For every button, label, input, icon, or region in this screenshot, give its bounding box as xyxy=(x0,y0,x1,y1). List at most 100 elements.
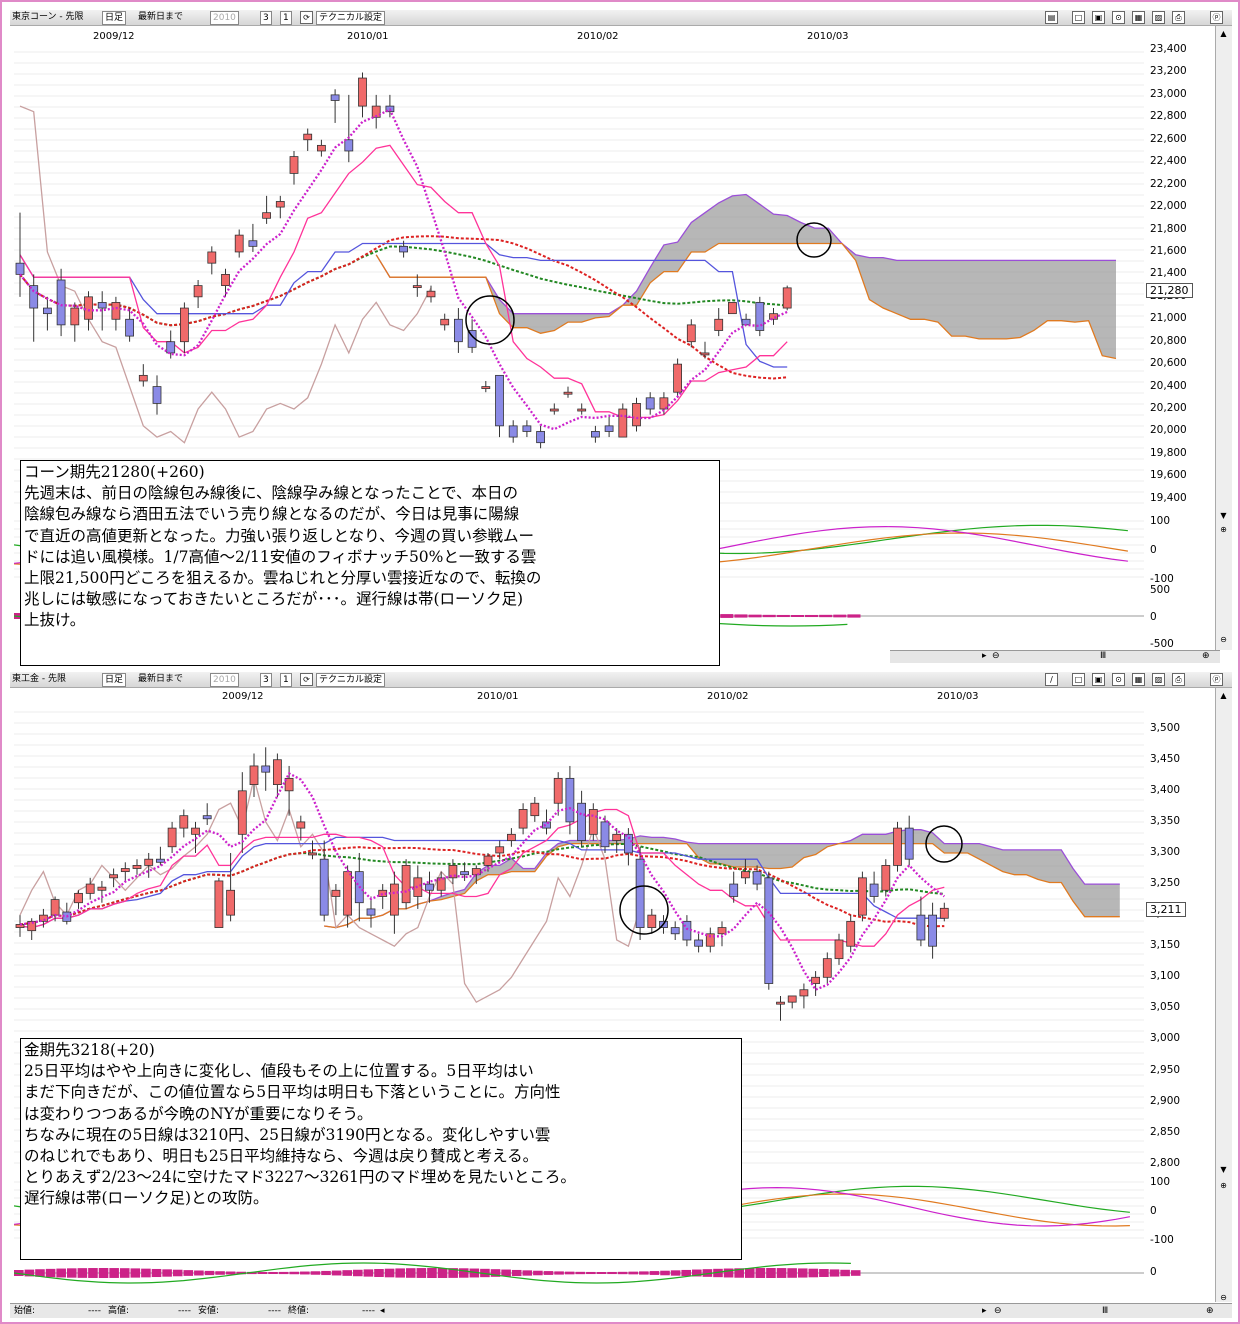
panel2-symbol[interactable]: 東工金 - 先限 xyxy=(12,674,66,684)
histogram-bar xyxy=(172,1269,183,1277)
histogram-bar xyxy=(405,1268,416,1278)
panel1-year-input[interactable]: 2010 xyxy=(210,11,239,25)
candle-body xyxy=(155,858,165,863)
status-scroll-right-icon[interactable]: ▸ xyxy=(982,1306,987,1316)
panel1-period[interactable]: 日足 xyxy=(102,11,127,25)
ichimoku-cloud xyxy=(324,829,1120,928)
candle-body xyxy=(834,939,844,960)
candle-body xyxy=(425,883,434,891)
scroll-down-icon[interactable]: ▼ xyxy=(1220,511,1227,520)
refresh-icon[interactable]: ⟳ xyxy=(300,673,313,686)
histogram-bar xyxy=(819,614,833,618)
scroll-up-icon[interactable]: ▲ xyxy=(1220,29,1227,38)
candle-body xyxy=(221,273,230,287)
panel2-date-axis: 2009/12 2010/01 2010/02 2010/03 xyxy=(14,690,1146,704)
panel2-day-input[interactable]: 1 xyxy=(280,673,292,687)
panel1-symbol[interactable]: 東京コーン - 先限 xyxy=(12,12,84,22)
candle-body xyxy=(881,865,891,891)
pin-icon[interactable]: ⓟ xyxy=(1210,673,1223,686)
candle-body xyxy=(542,821,551,829)
panel1-vertical-scrollbar[interactable]: ▲ ▼ ⊕ ⊖ xyxy=(1215,26,1232,650)
histogram-bar xyxy=(762,614,776,618)
candle-body xyxy=(659,397,669,410)
candle-body xyxy=(303,133,313,141)
up-icon[interactable]: ⊙ xyxy=(1112,11,1125,24)
candle-body xyxy=(125,318,134,337)
panel2-note-line: 遅行線は帯(ローソク足)との攻防。 xyxy=(24,1189,269,1208)
price-tick-label: 21,600 xyxy=(1150,244,1187,257)
status-zoom-in-icon[interactable]: ⊕ xyxy=(1206,1306,1214,1316)
panel2-toolbar: 東工金 - 先限 日足 最新日まで 2010 3 1 ⟳ テクニカル設定 ∕ □… xyxy=(10,672,1232,688)
histogram-bar xyxy=(748,614,762,618)
scroll-thumb-icon[interactable]: Ⅲ xyxy=(1100,651,1107,661)
histogram-bar xyxy=(395,1268,405,1278)
histogram-bar xyxy=(141,1268,151,1278)
histogram-bar xyxy=(564,1271,575,1275)
panel1-horizontal-scrollbar[interactable]: ▸ ⊖ Ⅲ ⊕ xyxy=(890,650,1220,663)
status-scroll-left-icon[interactable]: ◂ xyxy=(380,1306,385,1316)
price-tick-label: 22,000 xyxy=(1150,200,1187,213)
histogram-bar xyxy=(501,1269,511,1277)
scroll-right-icon[interactable]: ▸ xyxy=(982,651,987,661)
hzoom-out-icon[interactable]: ⊖ xyxy=(992,651,1000,661)
maximize-icon[interactable]: ▣ xyxy=(1092,673,1105,686)
status-low-value: ---- xyxy=(268,1306,281,1316)
panel1-day-input[interactable]: 1 xyxy=(280,11,292,25)
candle-body xyxy=(471,868,481,876)
status-zoom-out-icon[interactable]: ⊖ xyxy=(994,1306,1002,1316)
panel2-vertical-scrollbar[interactable]: ▲ ▼ ⊕ ⊖ xyxy=(1215,688,1232,1302)
candle-body xyxy=(916,914,926,941)
zoom-in-icon[interactable]: ⊕ xyxy=(1220,525,1227,534)
candle-body xyxy=(518,809,528,829)
refresh-icon[interactable]: ⟳ xyxy=(300,11,313,24)
maximize-icon[interactable]: ▣ xyxy=(1092,11,1105,24)
draw-tool-icon[interactable]: ∕ xyxy=(1045,673,1058,686)
candle-body xyxy=(495,374,504,427)
zoom-out-icon[interactable]: ⊖ xyxy=(1220,635,1227,644)
panel1-month-input[interactable]: 3 xyxy=(260,11,272,25)
hzoom-in-icon[interactable]: ⊕ xyxy=(1202,651,1210,661)
candle-body xyxy=(714,318,724,331)
window-icon[interactable]: □ xyxy=(1072,11,1085,24)
panel2-year-input[interactable]: 2010 xyxy=(210,673,239,687)
candle-body xyxy=(717,927,727,935)
grid-icon[interactable]: ▦ xyxy=(1132,11,1145,24)
histogram-bar xyxy=(374,1269,384,1277)
histogram-bar xyxy=(776,1268,787,1278)
window-icon[interactable]: □ xyxy=(1072,673,1085,686)
pin-icon[interactable]: ⓟ xyxy=(1210,11,1223,24)
price-tick-label: 3,450 xyxy=(1150,752,1181,765)
panel2-commentary-box: 金期先3218(+20) 25日平均はやや上向きに変化し、値段もその上に位置する… xyxy=(20,1038,742,1260)
candle-body xyxy=(670,927,680,935)
candle-body xyxy=(764,877,774,984)
grid-icon[interactable]: ▦ xyxy=(1132,673,1145,686)
candle-body xyxy=(460,871,470,876)
print-icon[interactable]: ⎙ xyxy=(1172,11,1185,24)
panel2-tech-settings-button[interactable]: テクニカル設定 xyxy=(316,673,386,687)
price-tick-label: 3,250 xyxy=(1150,877,1181,890)
histogram-bar xyxy=(833,614,847,618)
up-icon[interactable]: ⊙ xyxy=(1112,673,1125,686)
edit-icon[interactable]: ▨ xyxy=(1152,11,1165,24)
status-scroll-thumb-icon[interactable]: Ⅲ xyxy=(1102,1306,1109,1316)
panel1-note-line: ドには追い風模様。1/7高値～2/11安値のフィボナッチ50%と一致する雲 xyxy=(24,547,537,566)
scroll-down-icon[interactable]: ▼ xyxy=(1220,1165,1227,1174)
panel2-osc2-tick-0: 0 xyxy=(1150,1266,1157,1278)
status-low-label: 安値: xyxy=(198,1306,220,1316)
zoom-out-icon[interactable]: ⊖ xyxy=(1220,1293,1227,1302)
zoom-in-icon[interactable]: ⊕ xyxy=(1220,1181,1227,1190)
histogram-bar xyxy=(88,1268,98,1278)
tenkan-line xyxy=(19,808,945,947)
candle-body xyxy=(399,245,409,253)
scroll-up-icon[interactable]: ▲ xyxy=(1220,691,1227,700)
panel2-period[interactable]: 日足 xyxy=(102,673,127,687)
panel2-month-input[interactable]: 3 xyxy=(260,673,272,687)
panel1-tech-settings-button[interactable]: テクニカル設定 xyxy=(316,11,386,25)
chart-type-icon[interactable]: ▤ xyxy=(1045,11,1058,24)
status-close-value: ---- xyxy=(362,1306,375,1316)
print-icon[interactable]: ⎙ xyxy=(1172,673,1185,686)
histogram-bar xyxy=(130,1268,141,1278)
edit-icon[interactable]: ▨ xyxy=(1152,673,1165,686)
histogram-bar xyxy=(289,1271,300,1275)
